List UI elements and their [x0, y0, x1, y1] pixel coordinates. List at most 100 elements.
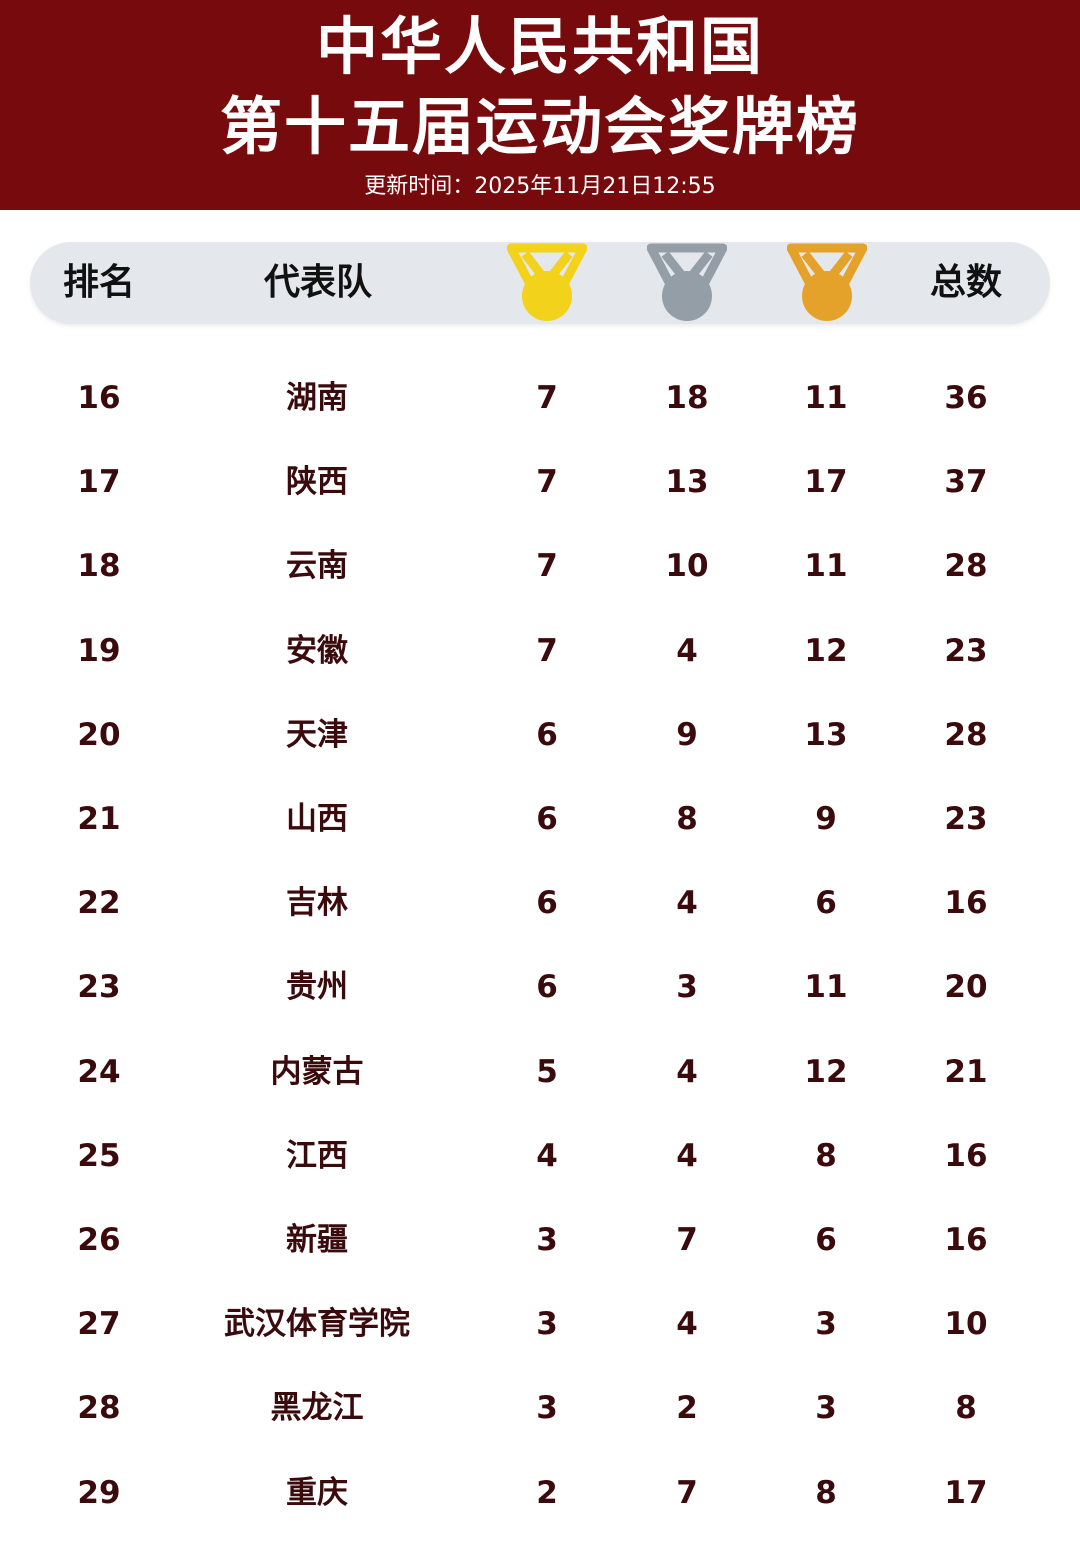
cell-gold: 7 [536, 464, 558, 501]
cell-silver: 4 [676, 1137, 698, 1174]
cell-team: 贵州 [286, 969, 348, 1006]
cell-silver: 4 [676, 1053, 698, 1090]
table-row: 29 重庆 2 7 8 17 [0, 1451, 1080, 1535]
cell-rank: 23 [77, 969, 121, 1006]
cell-rank: 28 [77, 1390, 121, 1427]
cell-total: 16 [944, 1222, 988, 1258]
cell-rank: 29 [77, 1474, 121, 1511]
table-row: 25 江西 4 4 8 16 [0, 1114, 1080, 1198]
title-line-2: 第十五届运动会奖牌榜 [219, 90, 860, 163]
cell-total: 10 [944, 1306, 988, 1343]
cell-gold: 6 [536, 885, 558, 922]
cell-bronze: 11 [804, 969, 848, 1006]
cell-bronze: 12 [804, 1053, 848, 1090]
cell-team: 江西 [286, 1137, 348, 1174]
cell-total: 28 [944, 716, 988, 753]
update-time: 更新时间：2025年11月21日12:55 [364, 174, 716, 199]
cell-silver: 2 [676, 1390, 698, 1427]
cell-team: 重庆 [286, 1474, 348, 1511]
cell-rank: 18 [77, 548, 121, 585]
cell-rank: 21 [77, 801, 121, 837]
cell-gold: 6 [536, 716, 558, 753]
cell-bronze: 8 [815, 1137, 837, 1174]
cell-gold: 7 [536, 380, 558, 416]
cell-team: 山西 [286, 801, 348, 837]
cell-rank: 24 [77, 1053, 121, 1090]
cell-rank: 27 [77, 1306, 121, 1343]
cell-bronze: 3 [815, 1306, 837, 1343]
cell-team: 武汉体育学院 [224, 1306, 410, 1343]
table-row: 24 内蒙古 5 4 12 21 [0, 1030, 1080, 1114]
table-row: 18 云南 7 10 11 28 [0, 524, 1080, 608]
cell-team: 吉林 [286, 885, 348, 922]
cell-bronze: 11 [804, 380, 848, 416]
header-team: 代表队 [263, 262, 373, 303]
cell-total: 23 [944, 801, 988, 837]
title-line-1: 中华人民共和国 [315, 10, 764, 83]
cell-gold: 7 [536, 548, 558, 585]
cell-bronze: 3 [815, 1390, 837, 1427]
cell-gold: 7 [536, 632, 558, 669]
cell-team: 内蒙古 [270, 1053, 364, 1090]
table-row: 23 贵州 6 3 11 20 [0, 945, 1080, 1029]
cell-silver: 7 [676, 1222, 698, 1258]
cell-gold: 3 [536, 1390, 558, 1427]
cell-silver: 3 [676, 969, 698, 1006]
cell-total: 8 [955, 1390, 977, 1427]
cell-silver: 4 [676, 632, 698, 669]
table-row: 27 武汉体育学院 3 4 3 10 [0, 1282, 1080, 1366]
table-row: 16 湖南 7 18 11 36 [0, 356, 1080, 440]
cell-rank: 16 [77, 380, 121, 416]
header-rank: 排名 [62, 262, 136, 303]
table-row: 28 黑龙江 3 2 3 8 [0, 1366, 1080, 1450]
cell-bronze: 13 [804, 716, 848, 753]
cell-rank: 22 [77, 885, 121, 922]
cell-silver: 10 [665, 548, 709, 585]
cell-gold: 3 [536, 1306, 558, 1343]
cell-total: 36 [944, 380, 988, 416]
cell-team: 新疆 [286, 1222, 348, 1258]
cell-bronze: 11 [804, 548, 848, 585]
silver-medal-icon [646, 242, 728, 328]
cell-team: 黑龙江 [270, 1390, 364, 1427]
cell-bronze: 6 [815, 1222, 837, 1258]
cell-total: 17 [944, 1474, 988, 1511]
gold-medal-icon [506, 242, 588, 328]
cell-team: 安徽 [286, 632, 348, 669]
cell-gold: 4 [536, 1137, 558, 1174]
cell-silver: 4 [676, 1306, 698, 1343]
cell-team: 天津 [286, 716, 348, 753]
cell-bronze: 9 [815, 801, 837, 837]
cell-bronze: 8 [815, 1474, 837, 1511]
cell-total: 37 [944, 464, 988, 501]
header-total: 总数 [929, 262, 1003, 303]
table-row: 22 吉林 6 4 6 16 [0, 861, 1080, 945]
cell-silver: 13 [665, 464, 709, 501]
cell-gold: 6 [536, 969, 558, 1006]
title-banner: 中华人民共和国 第十五届运动会奖牌榜 更新时间：2025年11月21日12:55 [0, 0, 1080, 210]
table-row: 17 陕西 7 13 17 37 [0, 440, 1080, 524]
cell-rank: 20 [77, 716, 121, 753]
cell-bronze: 17 [804, 464, 848, 501]
cell-rank: 17 [77, 464, 121, 501]
cell-team: 云南 [286, 548, 348, 585]
table-row: 21 山西 6 8 9 23 [0, 777, 1080, 861]
cell-rank: 19 [77, 632, 121, 669]
table-row: 20 天津 6 9 13 28 [0, 693, 1080, 777]
cell-gold: 5 [536, 1053, 558, 1090]
cell-gold: 6 [536, 801, 558, 837]
cell-total: 23 [944, 632, 988, 669]
cell-rank: 25 [77, 1137, 121, 1174]
cell-silver: 7 [676, 1474, 698, 1511]
cell-team: 陕西 [286, 464, 348, 501]
cell-gold: 3 [536, 1222, 558, 1258]
table-row: 19 安徽 7 4 12 23 [0, 609, 1080, 693]
cell-total: 16 [944, 1137, 988, 1174]
cell-total: 16 [944, 885, 988, 922]
cell-bronze: 12 [804, 632, 848, 669]
cell-bronze: 6 [815, 885, 837, 922]
table-header: 排名 代表队 总数 [30, 242, 1050, 324]
cell-gold: 2 [536, 1474, 558, 1511]
cell-silver: 8 [676, 801, 698, 837]
cell-total: 20 [944, 969, 988, 1006]
